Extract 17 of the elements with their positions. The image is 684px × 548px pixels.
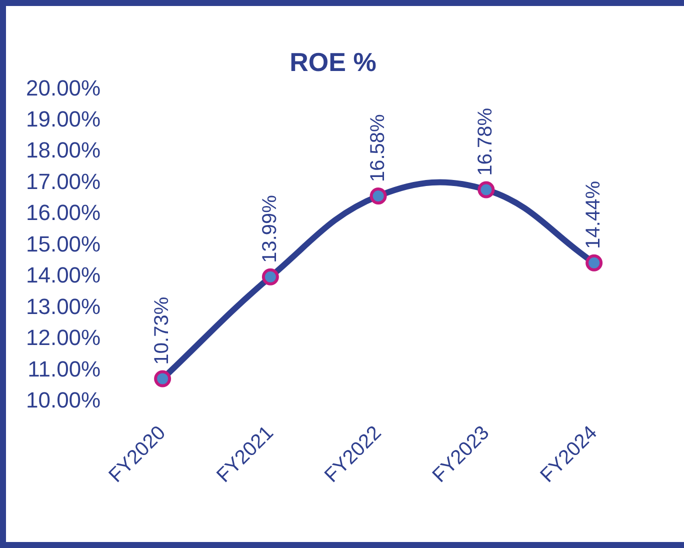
y-tick-label: 13.00% bbox=[26, 294, 101, 319]
y-tick-label: 20.00% bbox=[26, 75, 101, 100]
y-tick-label: 12.00% bbox=[26, 325, 101, 350]
y-tick-label: 17.00% bbox=[26, 168, 101, 194]
data-label: 16.58% bbox=[366, 114, 389, 182]
y-tick-label: 16.00% bbox=[26, 200, 101, 226]
data-label: 13.99% bbox=[258, 194, 281, 263]
y-tick-label: 19.00% bbox=[26, 106, 101, 132]
y-tick-label: 18.00% bbox=[26, 138, 101, 163]
y-tick-label: 14.00% bbox=[26, 262, 101, 288]
data-label: 16.78% bbox=[474, 108, 497, 176]
data-label: 14.44% bbox=[582, 180, 605, 249]
chart-title: ROE % bbox=[290, 46, 376, 77]
y-tick-label: 10.00% bbox=[26, 388, 101, 413]
y-tick-label: 15.00% bbox=[26, 231, 101, 256]
data-label: 10.73% bbox=[151, 296, 174, 365]
y-tick-label: 11.00% bbox=[28, 356, 101, 382]
